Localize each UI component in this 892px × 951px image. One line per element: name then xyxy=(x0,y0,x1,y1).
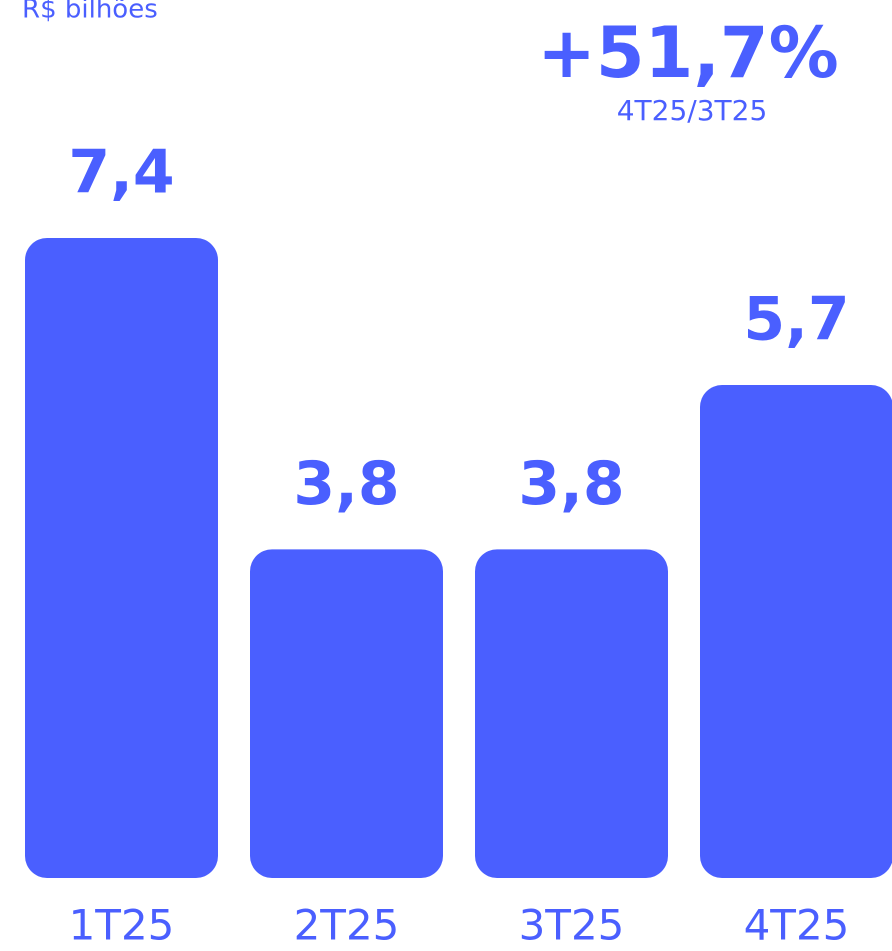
value-label: 7,4 xyxy=(68,138,174,208)
subtitle: R$ bilhões xyxy=(22,0,158,25)
annotation: +51,7% xyxy=(537,12,839,94)
value-label: 3,8 xyxy=(293,449,399,519)
x-tick-label: 1T25 xyxy=(69,901,175,950)
bar xyxy=(25,238,218,878)
annotation-note: 4T25/3T25 xyxy=(617,94,768,127)
x-tick-label: 4T25 xyxy=(744,901,850,950)
x-tick-label: 2T25 xyxy=(294,901,400,950)
bar xyxy=(250,549,443,878)
x-tick-label: 3T25 xyxy=(519,901,625,950)
value-label: 3,8 xyxy=(518,449,624,519)
bar xyxy=(700,385,892,878)
value-label: 5,7 xyxy=(743,285,849,355)
bar xyxy=(475,549,668,878)
